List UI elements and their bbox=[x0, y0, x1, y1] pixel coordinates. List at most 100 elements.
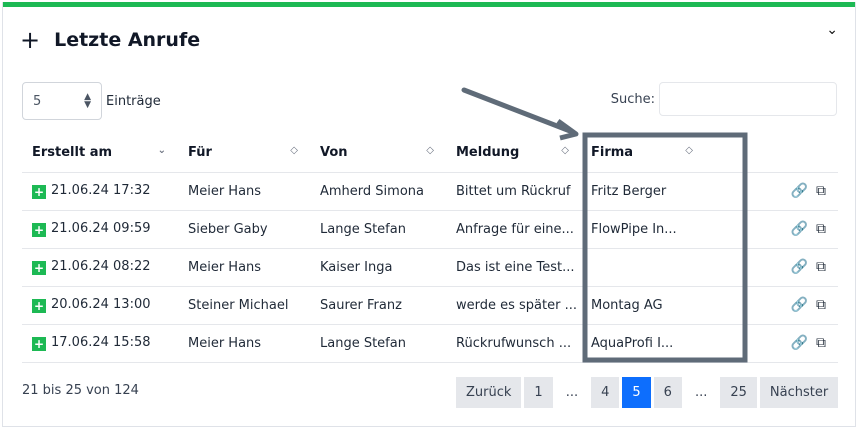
cell-meldung: Bittet um Rückruf bbox=[446, 172, 581, 211]
page-6[interactable]: 6 bbox=[653, 377, 682, 408]
ellipsis: ... bbox=[694, 385, 708, 400]
sort-icon: ◇ bbox=[290, 145, 298, 157]
search-control: Suche: bbox=[611, 82, 837, 116]
date-text: 20.06.24 13:00 bbox=[51, 297, 151, 312]
cell-date: +21.06.24 08:22 bbox=[22, 248, 178, 287]
cell-actions: 🔗 ⧉ bbox=[741, 172, 838, 211]
cell-actions: 🔗 ⧉ bbox=[741, 210, 838, 249]
copy-icon[interactable]: ⧉ bbox=[816, 183, 826, 199]
date-text: 21.06.24 08:22 bbox=[51, 259, 151, 274]
next-button[interactable]: Nächster bbox=[759, 377, 839, 408]
table-row[interactable]: +21.06.24 17:32 Meier Hans Amherd Simona… bbox=[22, 172, 838, 211]
cell-firma: FlowPipe In... bbox=[581, 210, 741, 249]
cell-firma: Fritz Berger bbox=[581, 172, 741, 211]
link-icon[interactable]: 🔗 bbox=[790, 259, 808, 275]
updown-icon: ▲ ▼ bbox=[84, 92, 91, 110]
entries-label: Einträge bbox=[106, 93, 161, 109]
date-text: 21.06.24 17:32 bbox=[51, 183, 151, 198]
col-meldung[interactable]: Meldung ◇ bbox=[446, 134, 581, 173]
copy-icon[interactable]: ⧉ bbox=[816, 297, 826, 313]
page-4[interactable]: 4 bbox=[591, 377, 620, 408]
link-icon[interactable]: 🔗 bbox=[790, 297, 808, 313]
cell-actions: 🔗 ⧉ bbox=[741, 248, 838, 287]
search-input[interactable] bbox=[659, 82, 837, 116]
copy-icon[interactable]: ⧉ bbox=[816, 259, 826, 275]
cell-fuer: Sieber Gaby bbox=[178, 210, 310, 249]
expand-plus-icon[interactable]: + bbox=[32, 185, 46, 199]
col-fuer[interactable]: Für ◇ bbox=[178, 134, 310, 173]
table-row[interactable]: +17.06.24 15:58 Meier Hans Lange Stefan … bbox=[22, 324, 838, 363]
cell-fuer: Meier Hans bbox=[178, 248, 310, 287]
cell-date: +17.06.24 15:58 bbox=[22, 324, 178, 363]
accent-bar bbox=[2, 2, 856, 7]
col-label: Firma bbox=[591, 145, 634, 161]
calls-table: Erstellt am ⌄ Für ◇ Von ◇ Meldung ◇ Firma ◇ +… bbox=[22, 134, 838, 363]
table-row[interactable]: +21.06.24 08:22 Meier Hans Kaiser Inga D… bbox=[22, 248, 838, 287]
link-icon[interactable]: 🔗 bbox=[790, 221, 808, 237]
expand-plus-icon[interactable]: + bbox=[32, 261, 46, 275]
copy-icon[interactable]: ⧉ bbox=[816, 335, 826, 351]
sort-icon: ◇ bbox=[685, 145, 693, 157]
entries-value: 5 bbox=[33, 93, 42, 109]
cell-firma: AquaProfi I... bbox=[581, 324, 741, 363]
cell-date: +21.06.24 09:59 bbox=[22, 210, 178, 249]
ellipsis: ... bbox=[565, 385, 579, 400]
cell-fuer: Meier Hans bbox=[178, 324, 310, 363]
search-label: Suche: bbox=[610, 91, 655, 107]
length-control: 5 ▲ ▼ Einträge bbox=[22, 82, 161, 120]
annotation-arrow bbox=[461, 87, 573, 134]
chevron-down-icon[interactable]: ⌄ bbox=[826, 22, 838, 38]
copy-icon[interactable]: ⧉ bbox=[816, 221, 826, 237]
cell-von: Lange Stefan bbox=[310, 210, 446, 249]
cell-actions: 🔗 ⧉ bbox=[741, 286, 838, 325]
cell-date: +20.06.24 13:00 bbox=[22, 286, 178, 325]
col-erstellt[interactable]: Erstellt am ⌄ bbox=[22, 134, 178, 173]
cell-meldung: Anfrage für eine... bbox=[446, 210, 581, 249]
cell-von: Saurer Franz bbox=[310, 286, 446, 325]
sort-desc-icon: ⌄ bbox=[157, 145, 166, 157]
cell-meldung: Rückrufwunsch ... bbox=[446, 324, 581, 363]
cell-fuer: Meier Hans bbox=[178, 172, 310, 211]
page-25[interactable]: 25 bbox=[720, 377, 757, 408]
cell-actions: 🔗 ⧉ bbox=[741, 324, 838, 363]
expand-plus-icon[interactable]: + bbox=[32, 337, 46, 351]
date-text: 21.06.24 09:59 bbox=[51, 221, 151, 236]
cell-fuer: Steiner Michael bbox=[178, 286, 310, 325]
cell-von: Amherd Simona bbox=[310, 172, 446, 211]
table-row[interactable]: +21.06.24 09:59 Sieber Gaby Lange Stefan… bbox=[22, 210, 838, 249]
page-5[interactable]: 5 bbox=[622, 377, 651, 408]
sort-icon: ◇ bbox=[561, 145, 569, 157]
card-header: + Letzte Anrufe bbox=[20, 26, 200, 54]
cell-von: Lange Stefan bbox=[310, 324, 446, 363]
col-firma[interactable]: Firma ◇ bbox=[581, 134, 741, 173]
link-icon[interactable]: 🔗 bbox=[790, 183, 808, 199]
col-label: Von bbox=[320, 145, 348, 161]
cell-firma: Montag AG bbox=[581, 286, 741, 325]
link-icon[interactable]: 🔗 bbox=[790, 335, 808, 351]
col-label: Für bbox=[188, 145, 212, 161]
cell-firma bbox=[581, 248, 741, 287]
sort-icon: ◇ bbox=[426, 145, 434, 157]
card-title: Letzte Anrufe bbox=[54, 29, 201, 51]
table-info: 21 bis 25 von 124 bbox=[22, 383, 139, 398]
cell-meldung: werde es später ... bbox=[446, 286, 581, 325]
col-label: Meldung bbox=[456, 145, 520, 161]
col-actions bbox=[741, 134, 838, 173]
expand-plus-icon[interactable]: + bbox=[32, 223, 46, 237]
annotation-box bbox=[582, 132, 748, 363]
prev-button[interactable]: Zurück bbox=[456, 377, 522, 408]
page-1[interactable]: 1 bbox=[524, 377, 553, 408]
arrow-head bbox=[556, 118, 579, 141]
col-label: Erstellt am bbox=[32, 145, 113, 161]
expand-plus-icon[interactable]: + bbox=[32, 299, 46, 313]
pagination: Zurück 1 ... 4 5 6 ... 25 Nächster bbox=[456, 377, 839, 408]
cell-date: +21.06.24 17:32 bbox=[22, 172, 178, 211]
table-row[interactable]: +20.06.24 13:00 Steiner Michael Saurer F… bbox=[22, 286, 838, 325]
cell-von: Kaiser Inga bbox=[310, 248, 446, 287]
col-von[interactable]: Von ◇ bbox=[310, 134, 446, 173]
cell-meldung: Das ist eine Test... bbox=[446, 248, 581, 287]
plus-icon[interactable]: + bbox=[20, 26, 41, 54]
entries-select[interactable]: 5 ▲ ▼ bbox=[22, 82, 102, 120]
